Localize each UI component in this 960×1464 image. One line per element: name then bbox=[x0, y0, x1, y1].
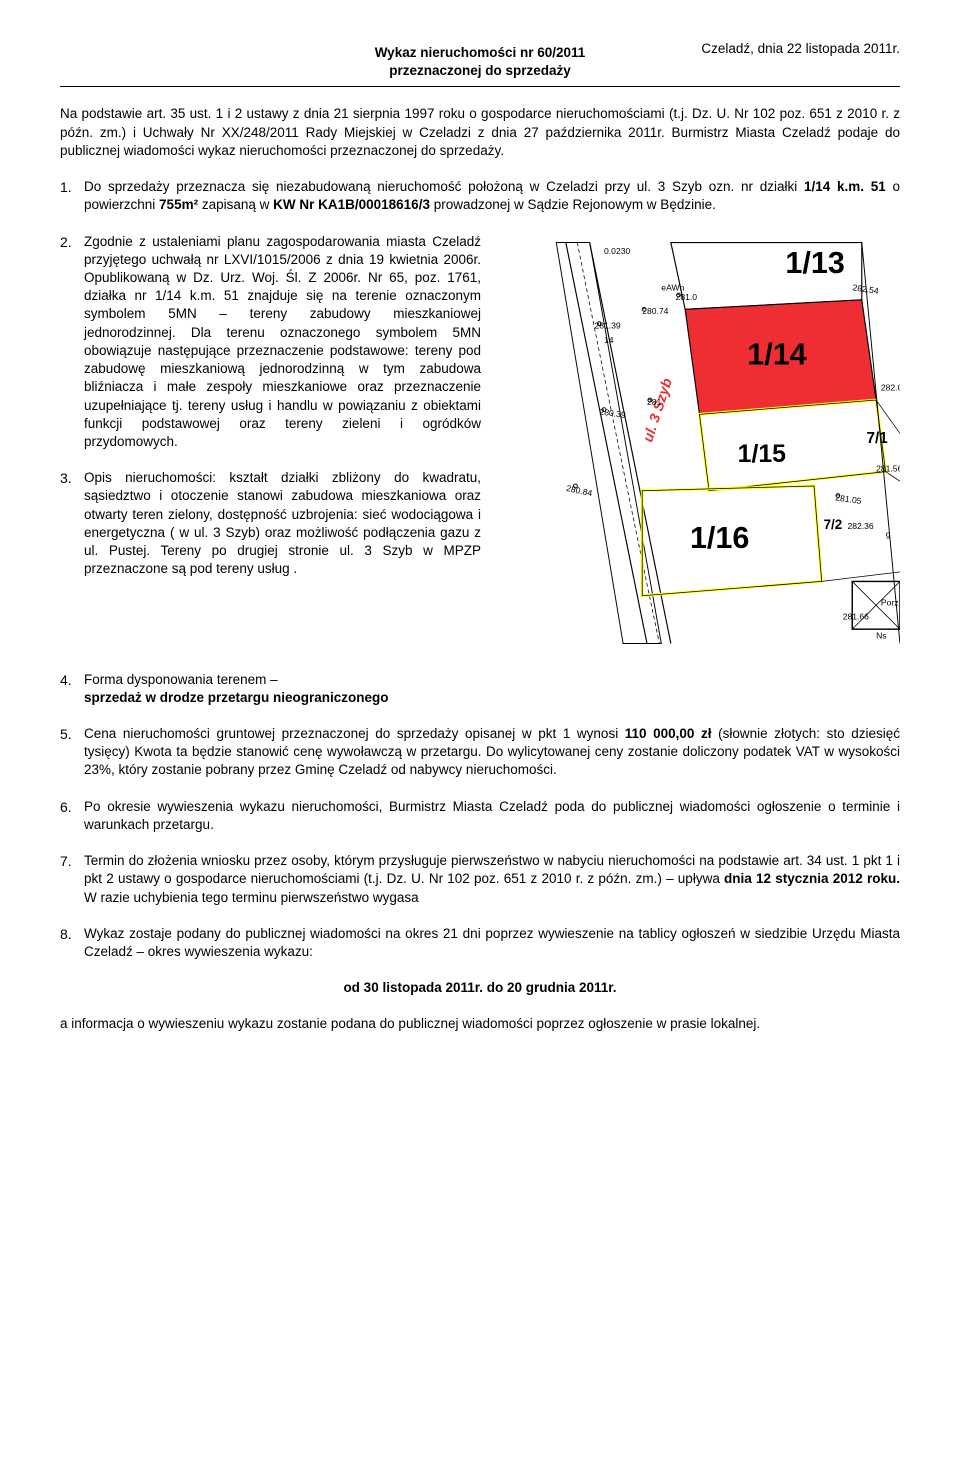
title-underline bbox=[60, 86, 900, 87]
item-content: Cena nieruchomości gruntowej przeznaczon… bbox=[84, 725, 900, 780]
svg-text:281.66: 281.66 bbox=[843, 611, 869, 621]
svg-text:7/1: 7/1 bbox=[867, 430, 889, 447]
svg-text:14: 14 bbox=[604, 334, 614, 344]
list-item-8: 8. Wykaz zostaje podany do publicznej wi… bbox=[60, 925, 900, 961]
final-note: a informacja o wywieszeniu wykazu zostan… bbox=[60, 1015, 900, 1033]
document-header: Czeladź, dnia 22 listopada 2011r. Wykaz … bbox=[60, 40, 900, 80]
item-number: 1. bbox=[60, 178, 84, 197]
svg-text:eAWn: eAWn bbox=[661, 282, 684, 292]
list-items-2-3-with-map: 2. Zgodnie z ustaleniami planu zagospoda… bbox=[60, 233, 900, 653]
svg-text:281.56: 281.56 bbox=[876, 463, 900, 473]
item-number: 7. bbox=[60, 852, 84, 871]
item-number: 4. bbox=[60, 671, 84, 690]
svg-text:Ns: Ns bbox=[876, 630, 886, 640]
list-item-1: 1. Do sprzedaży przeznacza się niezabudo… bbox=[60, 178, 900, 214]
svg-text:282.36: 282.36 bbox=[847, 520, 873, 530]
item-number: 8. bbox=[60, 925, 84, 944]
item-number: 6. bbox=[60, 798, 84, 817]
item-content: Termin do złożenia wniosku przez osoby, … bbox=[84, 852, 900, 907]
svg-text:7/2: 7/2 bbox=[824, 516, 843, 531]
main-list: 1. Do sprzedaży przeznacza się niezabudo… bbox=[60, 178, 900, 961]
list-item-4: 4. Forma dysponowania terenem – sprzedaż… bbox=[60, 671, 900, 707]
item-content: Zgodnie z ustaleniami planu zagospodarow… bbox=[84, 233, 481, 452]
list-item-6: 6. Po okresie wywieszenia wykazu nieruch… bbox=[60, 798, 900, 834]
intro-paragraph: Na podstawie art. 35 ust. 1 i 2 ustawy z… bbox=[60, 105, 900, 160]
item-content: Forma dysponowania terenem – sprzedaż w … bbox=[84, 671, 900, 707]
cadastral-map: ul. 3 Szyb 1/13 1/14 1/15 1/16 7/1 7/2 2… bbox=[499, 233, 900, 653]
svg-text:280.74: 280.74 bbox=[642, 306, 668, 316]
date-range: od 30 listopada 2011r. do 20 grudnia 201… bbox=[60, 979, 900, 997]
item-content: Po okresie wywieszenia wykazu nieruchomo… bbox=[84, 798, 900, 834]
item-number: 5. bbox=[60, 725, 84, 744]
svg-text:1/16: 1/16 bbox=[690, 521, 749, 555]
document-date: Czeladź, dnia 22 listopada 2011r. bbox=[701, 40, 900, 58]
item-number: 3. bbox=[60, 469, 84, 488]
svg-text:9: 9 bbox=[886, 530, 891, 540]
svg-text:1/15: 1/15 bbox=[738, 441, 786, 468]
title-line-2: przeznaczonej do sprzedaży bbox=[60, 62, 900, 80]
svg-text:0.0230: 0.0230 bbox=[604, 246, 630, 256]
list-item-7: 7. Termin do złożenia wniosku przez osob… bbox=[60, 852, 900, 907]
svg-text:282.0: 282.0 bbox=[881, 382, 900, 392]
item-content: Wykaz zostaje podany do publicznej wiado… bbox=[84, 925, 900, 961]
item-number: 2. bbox=[60, 233, 84, 252]
list-item-5: 5. Cena nieruchomości gruntowej przeznac… bbox=[60, 725, 900, 780]
item-content: Opis nieruchomości: kształt działki zbli… bbox=[84, 469, 481, 578]
svg-text:1/13: 1/13 bbox=[785, 246, 844, 280]
svg-text:Porz: Porz bbox=[881, 597, 899, 607]
item-content: Do sprzedaży przeznacza się niezabudowan… bbox=[84, 178, 900, 214]
svg-text:1/14: 1/14 bbox=[747, 337, 806, 371]
